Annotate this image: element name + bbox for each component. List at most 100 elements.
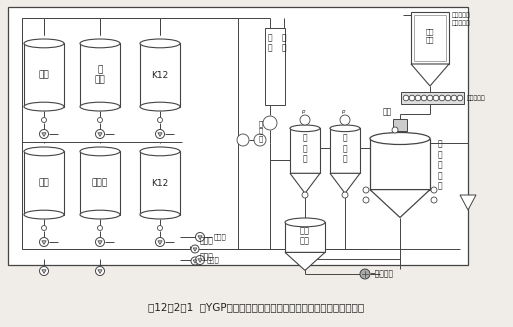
- Text: 流
量
计: 流 量 计: [259, 120, 263, 142]
- Ellipse shape: [195, 255, 205, 265]
- Ellipse shape: [431, 197, 437, 203]
- Ellipse shape: [403, 95, 409, 101]
- Text: 真
空
制
膏
锅: 真 空 制 膏 锅: [438, 140, 443, 190]
- Ellipse shape: [195, 232, 205, 242]
- Polygon shape: [198, 236, 202, 239]
- Ellipse shape: [42, 226, 47, 231]
- Ellipse shape: [360, 269, 370, 279]
- Ellipse shape: [80, 210, 120, 219]
- Ellipse shape: [363, 197, 369, 203]
- Ellipse shape: [42, 117, 47, 123]
- Ellipse shape: [40, 237, 49, 247]
- Polygon shape: [193, 248, 197, 251]
- Text: 山
梨醇: 山 梨醇: [94, 65, 105, 85]
- Text: 粉料输入口: 粉料输入口: [452, 12, 471, 18]
- Bar: [401, 92, 464, 104]
- Polygon shape: [370, 190, 430, 217]
- Bar: [140, 151, 180, 215]
- Ellipse shape: [300, 115, 310, 125]
- Ellipse shape: [342, 192, 348, 198]
- Ellipse shape: [330, 125, 360, 131]
- Polygon shape: [411, 64, 449, 86]
- Polygon shape: [98, 270, 102, 273]
- Polygon shape: [158, 133, 162, 136]
- Text: 冷
水: 冷 水: [268, 33, 272, 53]
- Bar: [414, 15, 446, 61]
- Polygon shape: [42, 241, 46, 245]
- Bar: [24, 151, 64, 215]
- Ellipse shape: [254, 134, 266, 146]
- Polygon shape: [198, 259, 202, 263]
- Ellipse shape: [95, 237, 105, 247]
- Polygon shape: [460, 195, 476, 210]
- Ellipse shape: [363, 187, 369, 193]
- Bar: [80, 151, 120, 215]
- Ellipse shape: [140, 39, 180, 48]
- Bar: [24, 43, 64, 107]
- Text: 旋风除尘器: 旋风除尘器: [452, 20, 471, 26]
- Bar: [265, 28, 285, 105]
- Text: K12: K12: [151, 71, 169, 79]
- Bar: [330, 128, 360, 173]
- Ellipse shape: [263, 116, 277, 130]
- Bar: [411, 12, 449, 64]
- Ellipse shape: [24, 102, 64, 111]
- Ellipse shape: [421, 95, 427, 101]
- Text: 进料泵: 进料泵: [200, 252, 214, 262]
- Bar: [370, 139, 430, 190]
- Text: 小
料
锅: 小 料 锅: [303, 134, 307, 164]
- Text: 热
水: 热 水: [282, 33, 286, 53]
- Text: 出料泵: 出料泵: [214, 234, 227, 240]
- Text: 粉料
储仓: 粉料 储仓: [426, 28, 434, 43]
- Ellipse shape: [237, 134, 249, 146]
- Ellipse shape: [157, 226, 163, 231]
- Ellipse shape: [427, 95, 433, 101]
- Bar: [393, 118, 407, 130]
- Polygon shape: [290, 173, 320, 193]
- Ellipse shape: [433, 95, 439, 101]
- Text: 牙膏
储锅: 牙膏 储锅: [300, 226, 310, 246]
- Ellipse shape: [457, 95, 463, 101]
- Ellipse shape: [97, 226, 103, 231]
- Ellipse shape: [95, 129, 105, 139]
- Ellipse shape: [302, 192, 308, 198]
- Ellipse shape: [155, 129, 165, 139]
- Ellipse shape: [431, 187, 437, 193]
- Text: K12: K12: [151, 179, 169, 187]
- Text: 甘油: 甘油: [38, 71, 49, 79]
- Text: 香精: 香精: [382, 108, 391, 116]
- Text: 图12－2－1  以YGP型主机为中心的全自动制膏生产线的工艺设备流程: 图12－2－1 以YGP型主机为中心的全自动制膏生产线的工艺设备流程: [148, 302, 364, 312]
- Text: p: p: [301, 109, 305, 113]
- Ellipse shape: [24, 210, 64, 219]
- Text: 山梨醇: 山梨醇: [92, 179, 108, 187]
- Ellipse shape: [80, 102, 120, 111]
- Bar: [80, 43, 120, 107]
- Ellipse shape: [445, 95, 451, 101]
- Ellipse shape: [370, 132, 430, 145]
- Ellipse shape: [285, 218, 325, 227]
- Bar: [8, 7, 468, 265]
- Text: 螺旋输送机: 螺旋输送机: [467, 95, 486, 101]
- Ellipse shape: [439, 95, 445, 101]
- Polygon shape: [42, 133, 46, 136]
- Ellipse shape: [24, 147, 64, 156]
- Polygon shape: [193, 260, 197, 263]
- Ellipse shape: [340, 115, 350, 125]
- Ellipse shape: [140, 147, 180, 156]
- Polygon shape: [158, 241, 162, 245]
- Ellipse shape: [40, 129, 49, 139]
- Ellipse shape: [290, 125, 320, 131]
- Text: ─去罐装机: ─去罐装机: [370, 269, 393, 279]
- Ellipse shape: [80, 39, 120, 48]
- Polygon shape: [42, 270, 46, 273]
- Ellipse shape: [392, 127, 398, 133]
- Ellipse shape: [191, 257, 199, 265]
- Ellipse shape: [409, 95, 415, 101]
- Text: p: p: [341, 109, 345, 113]
- Bar: [140, 43, 180, 107]
- Polygon shape: [98, 241, 102, 245]
- Ellipse shape: [95, 267, 105, 276]
- Bar: [285, 222, 325, 252]
- Ellipse shape: [191, 245, 199, 253]
- Ellipse shape: [80, 147, 120, 156]
